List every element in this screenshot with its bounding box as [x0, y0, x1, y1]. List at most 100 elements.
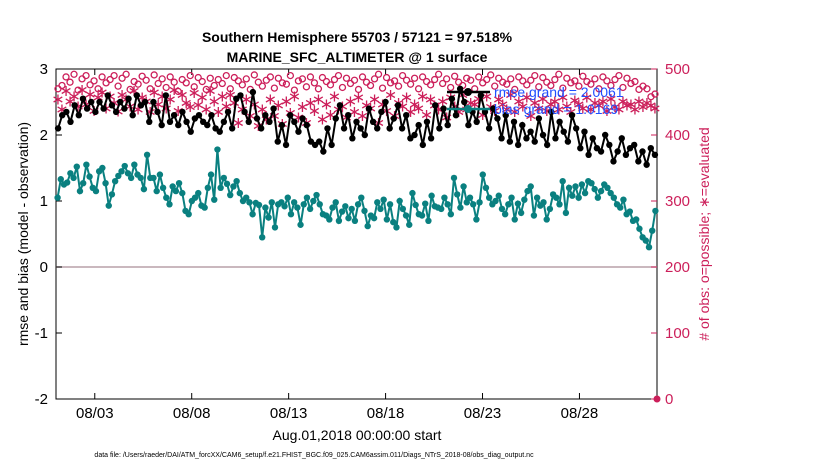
bias-point	[543, 216, 550, 223]
legend-rmse-label: rmse grand = 2.0061	[494, 84, 624, 100]
possible-marker	[603, 77, 611, 85]
rmse-point	[415, 121, 422, 129]
possible-marker	[258, 82, 266, 90]
x-tick-label: 08/18	[367, 405, 405, 422]
bias-point	[412, 201, 419, 209]
evaluated-marker: ∗	[556, 88, 569, 107]
bias-point	[233, 178, 240, 185]
bias-point	[620, 196, 627, 203]
evaluated-marker: ∗	[184, 97, 197, 116]
possible-marker	[270, 84, 279, 92]
left-axis-ticks: -2 -1 0 1 2 3	[35, 61, 62, 408]
bias-point	[124, 170, 132, 177]
evaluated-marker: ∗	[264, 90, 277, 109]
possible-marker	[467, 76, 475, 84]
bias-point	[271, 224, 279, 231]
rmse-point	[100, 105, 107, 112]
possible-marker	[418, 73, 427, 81]
possible-marker	[571, 77, 579, 85]
evaluated-marker: ∗	[620, 96, 633, 115]
rmse-point	[601, 131, 609, 139]
rmse-point	[635, 158, 642, 165]
bias-point	[351, 217, 359, 224]
bias-point	[105, 202, 112, 209]
rmse-point	[249, 88, 257, 96]
bias-point	[246, 199, 253, 206]
possible-marker	[406, 80, 415, 88]
rmse-point	[349, 135, 356, 142]
possible-marker	[354, 85, 363, 94]
rmse-point	[548, 108, 555, 116]
evaluated-marker: ∗	[560, 96, 573, 115]
right-axis-label: # of obs: o=possible; ∗=evaluated	[696, 127, 712, 340]
possible-marker	[342, 74, 351, 82]
rmse-point	[357, 125, 364, 132]
evaluated-marker: ∗	[588, 93, 601, 112]
bias-point	[402, 212, 410, 219]
possible-marker	[166, 73, 174, 81]
bias-point	[479, 171, 486, 178]
bias-point	[284, 194, 291, 201]
left-axis-label: rmse and bias (model - observation)	[15, 122, 31, 346]
bias-point	[457, 204, 464, 211]
evaluated-marker: ∗	[516, 96, 529, 115]
possible-marker	[186, 71, 194, 80]
chart-title-line1: Southern Hemisphere 55703 / 57121 = 97.5…	[202, 29, 513, 45]
right-tick-label: 100	[665, 325, 690, 342]
x-tick-label: 08/13	[270, 405, 308, 422]
bias-point	[453, 191, 461, 198]
rmse-point	[564, 138, 572, 145]
bias-point	[607, 189, 614, 197]
bias-point	[422, 200, 429, 207]
evaluated-marker: ∗	[147, 82, 160, 101]
bias-point	[137, 174, 144, 182]
bias-point	[255, 201, 263, 209]
rmse-point	[539, 131, 547, 139]
chart-title-line2: MARINE_SFC_ALTIMETER @ 1 surface	[227, 49, 488, 65]
possible-marker	[519, 77, 527, 85]
bias-point	[99, 164, 106, 172]
evaluated-marker: ∗	[520, 88, 533, 107]
bias-point	[565, 184, 573, 191]
bias-point	[450, 174, 458, 182]
evaluated-marker: ∗	[532, 98, 545, 117]
x-tick-label: 08/03	[76, 405, 114, 422]
possible-marker	[98, 73, 106, 81]
possible-marker	[334, 71, 343, 80]
bias-point	[533, 194, 541, 201]
bias-point	[498, 205, 506, 213]
bias-point	[485, 194, 493, 201]
evaluated-marker: ∗	[576, 98, 589, 117]
bias-point	[345, 214, 352, 222]
possible-marker	[551, 75, 559, 84]
evaluated-marker: ∗	[320, 94, 333, 113]
evaluated-marker: ∗	[328, 86, 341, 105]
rmse-point	[220, 118, 228, 126]
possible-marker	[278, 79, 287, 87]
bias-point	[546, 205, 554, 213]
bias-point	[492, 197, 499, 205]
evaluated-marker: ∗	[344, 92, 357, 111]
bias-point	[281, 203, 288, 210]
possible-marker	[511, 85, 519, 94]
evaluated-marker: ∗	[75, 80, 88, 99]
possible-marker	[531, 71, 539, 80]
bias-point	[575, 194, 582, 201]
possible-marker	[410, 74, 419, 82]
rmse-point	[556, 118, 563, 126]
rmse-point	[411, 131, 418, 139]
evaluated-marker: ∗	[192, 95, 205, 114]
rmse-point	[403, 112, 410, 119]
rmse-point	[473, 118, 480, 126]
bias-point	[335, 217, 343, 224]
bias-point	[396, 197, 403, 205]
possible-marker	[627, 79, 635, 88]
evaluated-marker: ∗	[167, 80, 180, 99]
possible-marker	[599, 73, 607, 81]
rmse-point	[63, 108, 70, 116]
evaluated-marker: ∗	[304, 93, 317, 112]
bias-point	[569, 192, 576, 199]
bias-point	[63, 179, 71, 186]
rmse-point	[328, 141, 335, 149]
rmse-point	[245, 118, 252, 126]
